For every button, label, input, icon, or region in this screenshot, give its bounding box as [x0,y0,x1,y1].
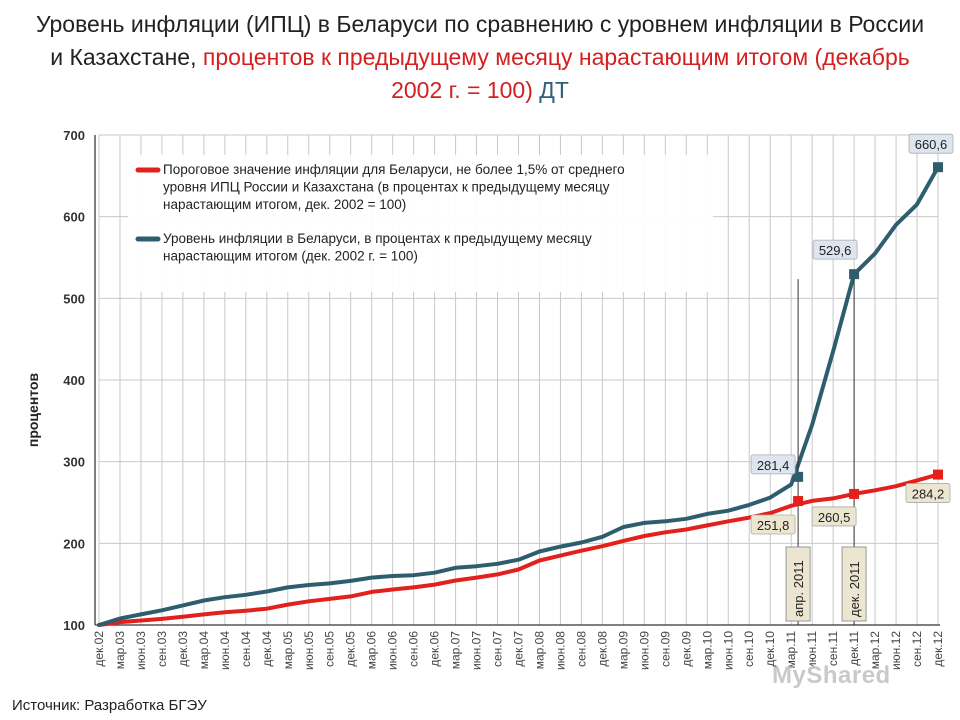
x-tick-label: мар.06 [365,631,379,670]
x-tick-label: мар.11 [784,631,798,669]
point-value-label: 251,8 [757,518,790,533]
x-tick-label: мар.05 [281,631,295,670]
point-marker [793,496,804,507]
legend-label-line: Пороговое значение инфляции для Беларуси… [163,162,625,177]
y-axis-label: процентов [25,372,41,447]
marker-label: дек. 2011 [847,561,862,617]
x-tick-label: дек.03 [176,631,190,667]
y-tick-label: 200 [63,536,85,551]
x-tick-label: дек.02 [92,631,106,667]
x-tick-label: дек.09 [679,631,693,667]
x-tick-label: сен.04 [239,631,253,667]
point-marker [849,488,860,499]
y-tick-label: 300 [63,455,85,470]
x-tick-label: мар.10 [700,631,714,670]
marker-label-box [841,546,867,622]
marker-label: апр. 2011 [791,560,806,617]
title-line-2: и Казахстане, процентов к предыдущему ме… [0,41,960,74]
point-marker [849,269,860,280]
x-tick-label: июн.08 [553,631,567,670]
annotations: апр. 2011 дек. 2011 281,4 251,8 529,6 260,5 66… [750,133,954,625]
x-tick-label: июн.11 [805,631,819,669]
x-tick-label: дек.10 [763,631,777,667]
x-tick-label: дек.06 [428,631,442,667]
legend-label-line: Уровень инфляции в Беларуси, в процентах… [163,231,592,246]
x-tick-label: сен.08 [574,631,588,667]
x-tick-label: сен.12 [910,631,924,667]
x-tick-label: мар.03 [113,631,127,670]
axes: 100 200 300 400 500 600 700 дек.02 мар.03 июн.03 с… [25,128,945,670]
x-tick-label: июн.04 [218,631,232,670]
marker-label-box [785,546,811,622]
legend-label: Пороговое значение инфляции для Беларуси… [163,162,625,212]
x-tick-label: сен.03 [155,631,169,667]
point-label-box [812,239,858,260]
x-tick-label: мар.04 [197,631,211,670]
x-tick-label: июн.09 [637,631,651,670]
x-tick-label: мар.08 [532,631,546,670]
legend-label-line: нарастающим итогом, дек. 2002 = 100) [163,197,406,212]
source-note: Источник: Разработка БГЭУ [12,697,207,714]
x-tick-label: сен.09 [658,631,672,667]
x-tick-label: сен.07 [491,631,505,667]
x-tick-label: июн.10 [721,631,735,670]
x-tick-label: июн.06 [386,631,400,670]
x-tick-label: июн.07 [470,631,484,670]
x-tick-label: июн.05 [302,631,316,670]
x-tick-label: дек.05 [344,631,358,667]
point-value-label: 281,4 [757,458,790,473]
inflation-line-chart: 100 200 300 400 500 600 700 дек.02 мар.03 июн.03 с… [25,128,954,670]
legend-label: Уровень инфляции в Беларуси, в процентах… [163,231,592,264]
point-marker [933,162,943,173]
x-tick-label: июн.03 [134,631,148,670]
legend-label-line: нарастающим итогом (дек. 2002 г. = 100) [163,249,418,264]
x-tick-label: сен.11 [826,631,840,666]
chart-title: Уровень инфляции (ИПЦ) в Беларуси по сра… [0,8,960,107]
title-line-2-black: и Казахстане, [50,44,203,70]
x-tick-label: дек.11 [847,631,861,666]
point-label-box [750,454,796,475]
legend-label-line: уровня ИПЦ России и Казахстана (в процен… [163,180,610,195]
x-tick-label: сен.10 [742,631,756,667]
x-tick-label: дек.12 [931,631,945,667]
y-tick-label: 600 [63,210,85,225]
legend-box [128,155,713,292]
point-marker [793,471,804,482]
y-tick-label: 700 [63,128,85,143]
point-label-box [750,514,796,535]
point-value-label: 284,2 [912,487,945,502]
x-tick-label: мар.09 [616,631,630,670]
x-tick-label: дек.08 [595,631,609,667]
x-tick-label: сен.05 [323,631,337,667]
title-line-3: 2002 г. = 100) ДТ [0,74,960,107]
point-label-box [908,133,954,154]
title-line-3-blue: ДТ [532,77,569,103]
x-tick-label: мар.12 [868,631,882,670]
point-marker [933,469,943,480]
x-tick-label: сен.06 [407,631,421,667]
x-tick-label: июн.12 [889,631,903,670]
title-line-2-red: процентов к предыдущему месяцу нарастающ… [202,44,910,70]
x-tick-label: мар.07 [449,631,463,670]
point-value-label: 660,6 [915,137,948,152]
y-tick-label: 500 [63,291,85,306]
point-label-box [905,483,951,503]
y-tick-label: 100 [63,618,85,633]
watermark-text: MyShared [772,662,891,689]
legend: Пороговое значение инфляции для Беларуси… [128,155,713,292]
title-line-3-red: 2002 г. = 100) [391,77,533,103]
title-line-1: Уровень инфляции (ИПЦ) в Беларуси по сра… [35,11,925,37]
x-tick-label: дек.04 [260,631,274,667]
x-tick-label: дек.07 [512,631,526,667]
y-tick-label: 400 [63,373,85,388]
point-value-label: 529,6 [819,243,852,258]
point-label-box [811,506,857,527]
point-value-label: 260,5 [818,510,851,525]
